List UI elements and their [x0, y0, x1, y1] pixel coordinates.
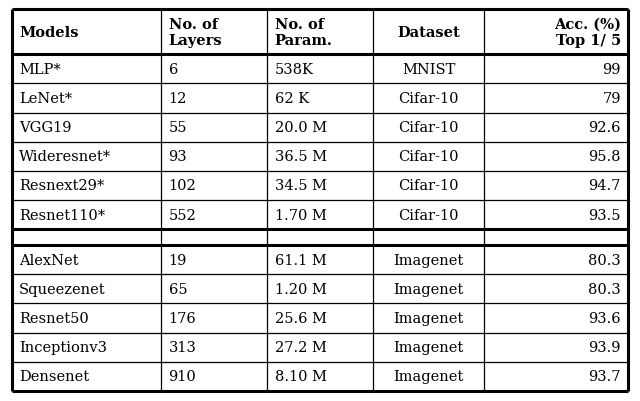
- Text: Imagenet: Imagenet: [394, 340, 464, 354]
- Text: 34.5 M: 34.5 M: [275, 179, 326, 193]
- Text: 93.9: 93.9: [588, 340, 621, 354]
- Text: 93.7: 93.7: [588, 369, 621, 383]
- Text: 99: 99: [602, 63, 621, 77]
- Text: Imagenet: Imagenet: [394, 311, 464, 325]
- Text: 12: 12: [168, 92, 187, 106]
- Text: 61.1 M: 61.1 M: [275, 253, 326, 267]
- Text: 65: 65: [168, 282, 187, 296]
- Text: 36.5 M: 36.5 M: [275, 150, 327, 164]
- Text: 552: 552: [168, 208, 196, 222]
- Text: Squeezenet: Squeezenet: [19, 282, 106, 296]
- Text: 93.6: 93.6: [588, 311, 621, 325]
- Text: AlexNet: AlexNet: [19, 253, 79, 267]
- Text: 80.3: 80.3: [588, 253, 621, 267]
- Text: 6: 6: [168, 63, 178, 77]
- Text: 92.6: 92.6: [588, 121, 621, 135]
- Text: 25.6 M: 25.6 M: [275, 311, 326, 325]
- Text: 1.70 M: 1.70 M: [275, 208, 326, 222]
- Text: 910: 910: [168, 369, 196, 383]
- Text: Resnet110*: Resnet110*: [19, 208, 106, 222]
- Text: MNIST: MNIST: [402, 63, 455, 77]
- Text: MLP*: MLP*: [19, 63, 61, 77]
- Text: 313: 313: [168, 340, 196, 354]
- Text: 19: 19: [168, 253, 187, 267]
- Text: Resnet50: Resnet50: [19, 311, 89, 325]
- Text: Cifar-10: Cifar-10: [398, 208, 459, 222]
- Text: No. of
Layers: No. of Layers: [168, 18, 222, 48]
- Text: 94.7: 94.7: [588, 179, 621, 193]
- Text: Imagenet: Imagenet: [394, 253, 464, 267]
- Text: 176: 176: [168, 311, 196, 325]
- Text: Imagenet: Imagenet: [394, 369, 464, 383]
- Text: 55: 55: [168, 121, 187, 135]
- Text: 62 K: 62 K: [275, 92, 309, 106]
- Text: 79: 79: [602, 92, 621, 106]
- Text: Cifar-10: Cifar-10: [398, 150, 459, 164]
- Text: VGG19: VGG19: [19, 121, 72, 135]
- Text: Dataset: Dataset: [397, 26, 460, 40]
- Text: Acc. (%)
Top 1/ 5: Acc. (%) Top 1/ 5: [554, 18, 621, 48]
- Text: 102: 102: [168, 179, 196, 193]
- Text: LeNet*: LeNet*: [19, 92, 72, 106]
- Text: 95.8: 95.8: [588, 150, 621, 164]
- Text: Cifar-10: Cifar-10: [398, 121, 459, 135]
- Text: 8.10 M: 8.10 M: [275, 369, 326, 383]
- Text: 93: 93: [168, 150, 187, 164]
- Text: 1.20 M: 1.20 M: [275, 282, 326, 296]
- Text: 93.5: 93.5: [588, 208, 621, 222]
- Text: Densenet: Densenet: [19, 369, 90, 383]
- Text: Imagenet: Imagenet: [394, 282, 464, 296]
- Text: Cifar-10: Cifar-10: [398, 92, 459, 106]
- Text: 27.2 M: 27.2 M: [275, 340, 326, 354]
- Text: Inceptionv3: Inceptionv3: [19, 340, 108, 354]
- Text: Resnext29*: Resnext29*: [19, 179, 104, 193]
- Text: Models: Models: [19, 26, 79, 40]
- Text: No. of
Param.: No. of Param.: [275, 18, 333, 48]
- Text: Wideresnet*: Wideresnet*: [19, 150, 111, 164]
- Text: 20.0 M: 20.0 M: [275, 121, 327, 135]
- Text: 80.3: 80.3: [588, 282, 621, 296]
- Text: 538K: 538K: [275, 63, 314, 77]
- Text: Cifar-10: Cifar-10: [398, 179, 459, 193]
